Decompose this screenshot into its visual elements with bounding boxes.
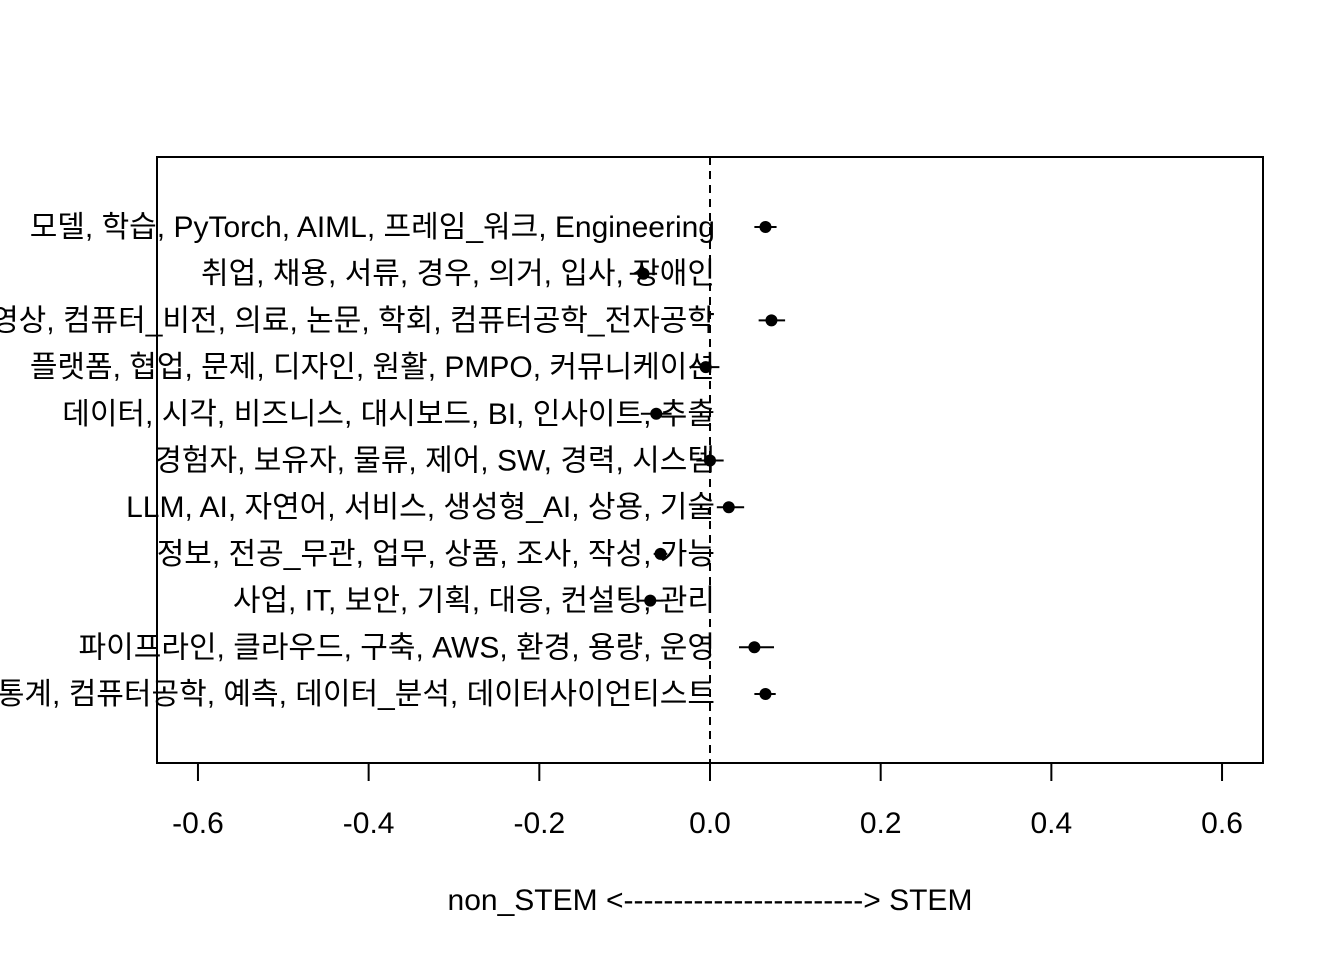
category-labels: 모델, 학습, PyTorch, AIML, 프레임_워크, Engineeri… xyxy=(0,211,715,711)
x-axis-title: non_STEM <------------------------> STEM xyxy=(448,884,973,917)
category-label: 파이프라인, 클라우드, 구축, AWS, 환경, 용량, 운영 xyxy=(79,631,715,664)
x-tick-label: 0.0 xyxy=(689,807,731,840)
category-label: 영상, 컴퓨터_비전, 의료, 논문, 학회, 컴퓨터공학_전자공학 xyxy=(0,304,715,337)
category-label: 플랫폼, 협업, 문제, 디자인, 원활, PMPO, 커뮤니케이션 xyxy=(30,351,715,384)
x-tick-label: 0.2 xyxy=(860,807,902,840)
data-point xyxy=(637,267,650,280)
data-point xyxy=(654,547,667,560)
x-tick-label: -0.2 xyxy=(513,807,565,840)
data-point xyxy=(644,594,657,607)
category-label: LLM, AI, 자연어, 서비스, 생성형_AI, 상용, 기술 xyxy=(126,491,715,524)
x-tick-label: 0.6 xyxy=(1201,807,1243,840)
data-point xyxy=(759,688,772,700)
x-tick-label: -0.6 xyxy=(172,807,224,840)
x-tick-label: 0.4 xyxy=(1030,807,1072,840)
data-point xyxy=(704,454,716,467)
x-axis: -0.6 -0.4 -0.2 0.0 0.2 0.4 0.6 xyxy=(172,762,1243,840)
category-label: 통계, 컴퓨터공학, 예측, 데이터_분석, 데이터사이언티스트 xyxy=(0,678,715,711)
data-point xyxy=(748,641,761,654)
data-point xyxy=(759,221,772,233)
data-point xyxy=(699,361,712,374)
chart-marks xyxy=(629,221,786,700)
category-label: 사업, IT, 보안, 기획, 대응, 컨설팅, 관리 xyxy=(233,585,715,618)
data-point xyxy=(722,501,735,514)
category-label: 정보, 전공_무관, 업무, 상품, 조사, 작성, 가능 xyxy=(157,538,715,571)
category-label: 경험자, 보유자, 물류, 제어, SW, 경력, 시스템 xyxy=(154,445,715,478)
category-label: 모델, 학습, PyTorch, AIML, 프레임_워크, Engineeri… xyxy=(30,211,715,244)
category-label: 데이터, 시각, 비즈니스, 대시보드, BI, 인사이트, 추출 xyxy=(62,398,715,431)
category-label: 취업, 채용, 서류, 경우, 의거, 입사, 장애인 xyxy=(201,258,715,291)
x-tick-label: -0.4 xyxy=(343,807,395,840)
data-point xyxy=(765,314,778,327)
data-point xyxy=(650,407,663,420)
